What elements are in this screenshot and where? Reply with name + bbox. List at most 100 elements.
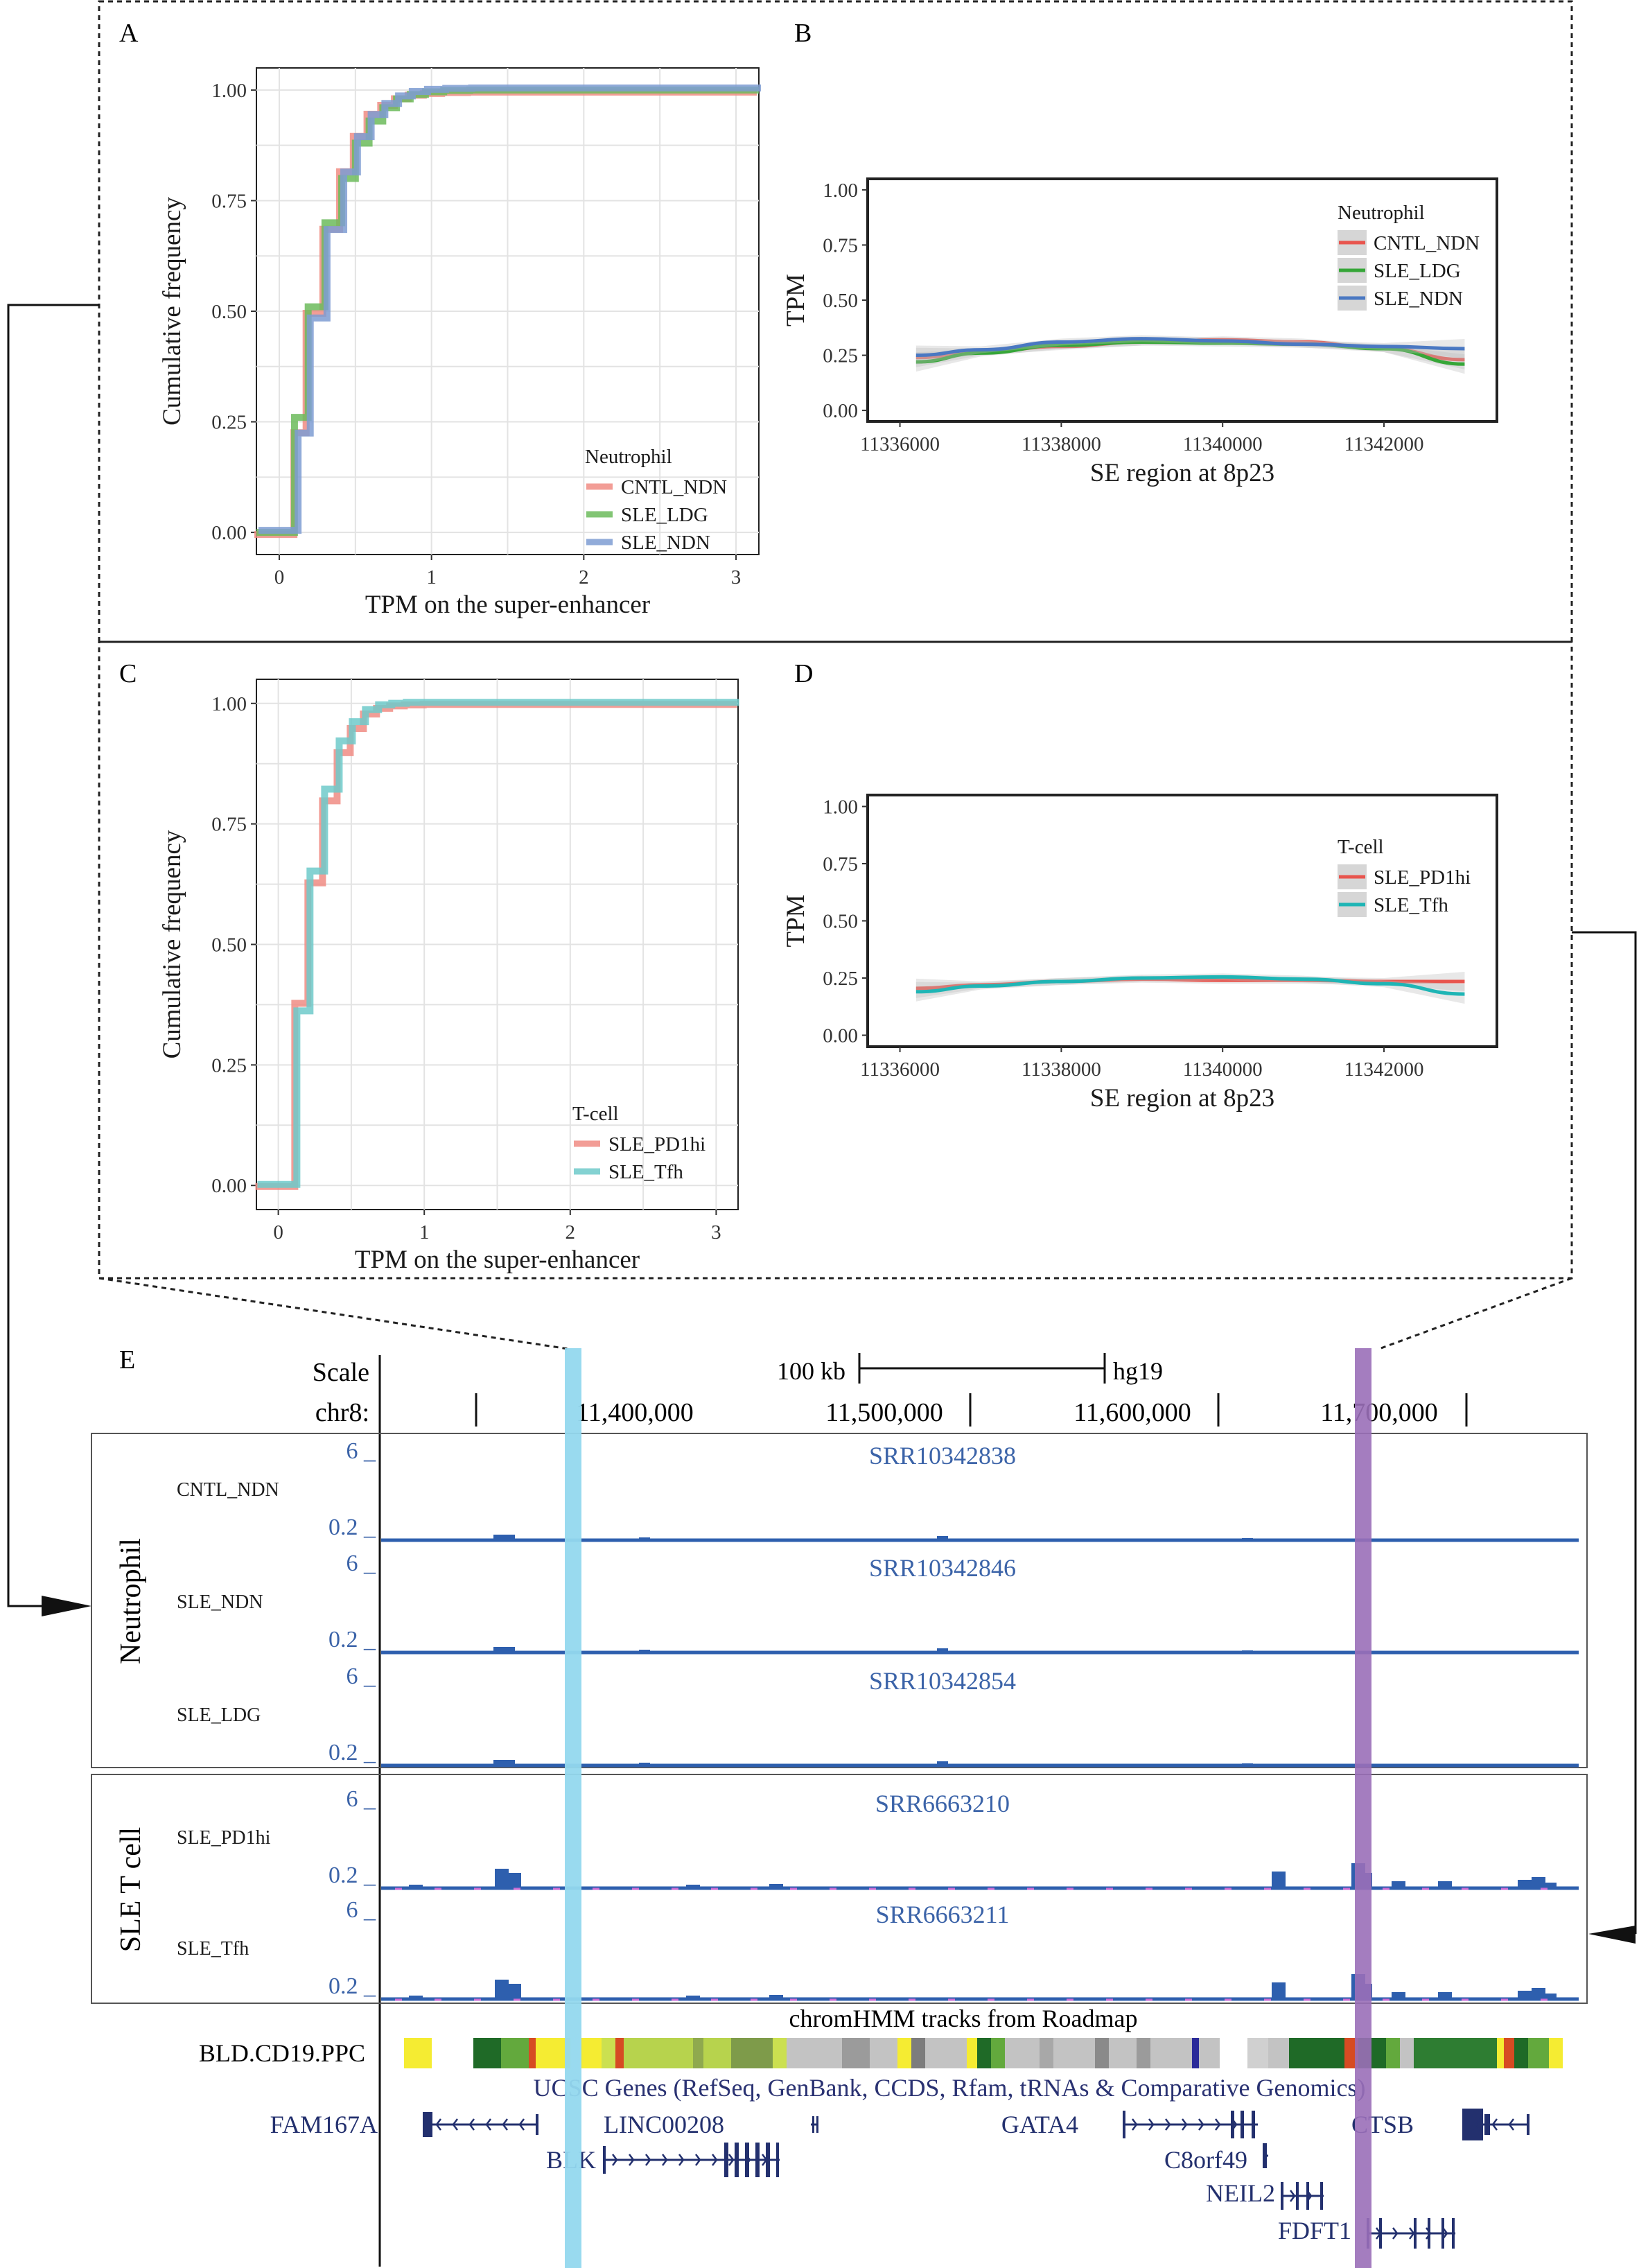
- y-axis-title: Cumulative frequency: [158, 830, 186, 1058]
- gene-arrow: [612, 2154, 618, 2166]
- chromhmm-segment: [1247, 2038, 1268, 2068]
- gene-arrow: [502, 2118, 508, 2131]
- track-peak: [1543, 1883, 1557, 1888]
- gene-label: C8orf49: [1164, 2146, 1247, 2174]
- y-tick-label: 1.00: [823, 180, 858, 202]
- gene-exon: [1263, 2143, 1267, 2168]
- chromhmm-segment: [624, 2038, 693, 2068]
- chromhmm-segment: [1005, 2038, 1040, 2068]
- y-tick-label: 0.75: [211, 814, 247, 836]
- track-peak: [409, 1885, 423, 1888]
- chromhmm-segment: [1192, 2038, 1199, 2068]
- arrowhead-right: [42, 1596, 91, 1616]
- track-min: 0.2 _: [328, 1863, 376, 1888]
- gene-exon: [735, 2143, 739, 2177]
- y-tick-label: 0.50: [823, 290, 858, 312]
- x-tick-label: 1: [426, 566, 437, 588]
- assembly-label: hg19: [1113, 1357, 1163, 1385]
- track-peak: [1518, 1880, 1532, 1888]
- panel-letter-d: D: [794, 659, 813, 688]
- gene-exon: [536, 2114, 538, 2135]
- track-peak: [507, 1873, 521, 1888]
- chart-c: 0.00 0.25 0.50 0.75 1.00 0 1 2 3 TPM on the super…: [158, 679, 739, 1274]
- tcell-connector: [1572, 931, 1637, 1934]
- gene-exon: [1241, 2111, 1244, 2138]
- series-line: [258, 84, 761, 534]
- track-peak: [1242, 1650, 1253, 1652]
- x-tick-label: 11338000: [1022, 433, 1101, 455]
- gene-arrow: [1442, 2227, 1448, 2240]
- gene-arrow: [485, 2118, 491, 2131]
- connector-arrows: [7, 304, 1637, 1944]
- scale-bar: [858, 1353, 1106, 1384]
- chromhmm-segment: [1386, 2038, 1400, 2068]
- track-max: 6 _: [347, 1664, 377, 1689]
- track-peak: [686, 1885, 700, 1888]
- track-peak: [1532, 1988, 1545, 1999]
- chromhmm-segment: [404, 2038, 432, 2068]
- gene-exon: [745, 2143, 749, 2177]
- y-tick-label: 0.75: [823, 234, 858, 256]
- scale-label: Scale: [313, 1358, 369, 1387]
- track-max: 6 _: [347, 1786, 377, 1812]
- gene-exon: [1484, 2114, 1490, 2135]
- gene-arrow: [1198, 2118, 1204, 2131]
- gene-exon: [1414, 2218, 1417, 2249]
- tcell-group-box: [91, 1774, 1588, 2004]
- x-axis-title: TPM on the super-enhancer: [355, 1246, 640, 1274]
- neutrophil-connector: [7, 304, 99, 1607]
- legend-label: SLE_NDN: [621, 532, 710, 554]
- y-tick-label: 0.75: [211, 190, 247, 212]
- legend-title: T-cell: [1338, 836, 1384, 858]
- track-peak: [493, 1535, 505, 1540]
- panel-letter-a: A: [119, 19, 139, 48]
- x-tick-label: 11336000: [860, 1058, 940, 1081]
- gene-exon: [766, 2143, 770, 2177]
- gene-arrow: [435, 2118, 441, 2131]
- gene-arrow: [762, 2154, 768, 2166]
- legend-label: SLE_NDN: [1374, 288, 1463, 310]
- track-peak: [1272, 1872, 1286, 1888]
- gene-exon: [1306, 2182, 1309, 2210]
- legend-label: SLE_Tfh: [608, 1161, 683, 1183]
- track-peak: [1438, 1881, 1452, 1888]
- gene-arrow: [1491, 2118, 1498, 2131]
- track-min: 0.2 _: [328, 1740, 376, 1765]
- chromhmm-title: chromHMM tracks from Roadmap: [789, 2005, 1138, 2032]
- y-tick-label: 0.00: [823, 400, 858, 422]
- chart-d: 0.00 0.25 0.50 0.75 1.00 11336000 11338000 1134…: [782, 794, 1498, 1113]
- track-accession: SRR10342854: [869, 1667, 1016, 1695]
- panel-letter-c: C: [119, 659, 137, 688]
- chromhmm-segment: [1414, 2038, 1497, 2068]
- gene-arrow: [452, 2118, 458, 2131]
- x-tick-label: 2: [566, 1221, 576, 1244]
- x-tick-label: 3: [731, 566, 742, 588]
- gene-exon: [1428, 2218, 1430, 2249]
- gene-arrow: [1231, 2118, 1238, 2131]
- track-accession: SRR10342838: [869, 1442, 1016, 1469]
- chromhmm-segment: [911, 2038, 925, 2068]
- y-axis-title: TPM: [782, 274, 810, 326]
- tcell-group-label: SLE T cell: [115, 1827, 147, 1952]
- gene-exon: [1527, 2114, 1529, 2135]
- track-accession: SRR6663211: [876, 1901, 1010, 1928]
- panel-letter-b: B: [794, 19, 812, 48]
- chromhmm-segment: [787, 2038, 842, 2068]
- y-tick-label: 0.75: [823, 853, 858, 875]
- legend-label: SLE_Tfh: [1374, 894, 1448, 916]
- track-peak: [495, 1869, 509, 1888]
- track-peak: [504, 1760, 515, 1765]
- chromhmm-segment: [991, 2038, 1005, 2068]
- x-axis-title: TPM on the super-enhancer: [365, 591, 650, 619]
- track-label: SLE_NDN: [177, 1591, 263, 1613]
- track-peak: [493, 1647, 505, 1652]
- x-tick-label: 1: [419, 1221, 430, 1244]
- chromhmm-segment: [1040, 2038, 1053, 2068]
- legend-label: SLE_PD1hi: [1374, 866, 1471, 889]
- gene-arrow: [1306, 2190, 1313, 2202]
- track-peak: [639, 1650, 650, 1652]
- gene-exon: [724, 2143, 728, 2177]
- zoom-line-right: [1378, 1277, 1572, 1350]
- gene-arrow: [1215, 2118, 1221, 2131]
